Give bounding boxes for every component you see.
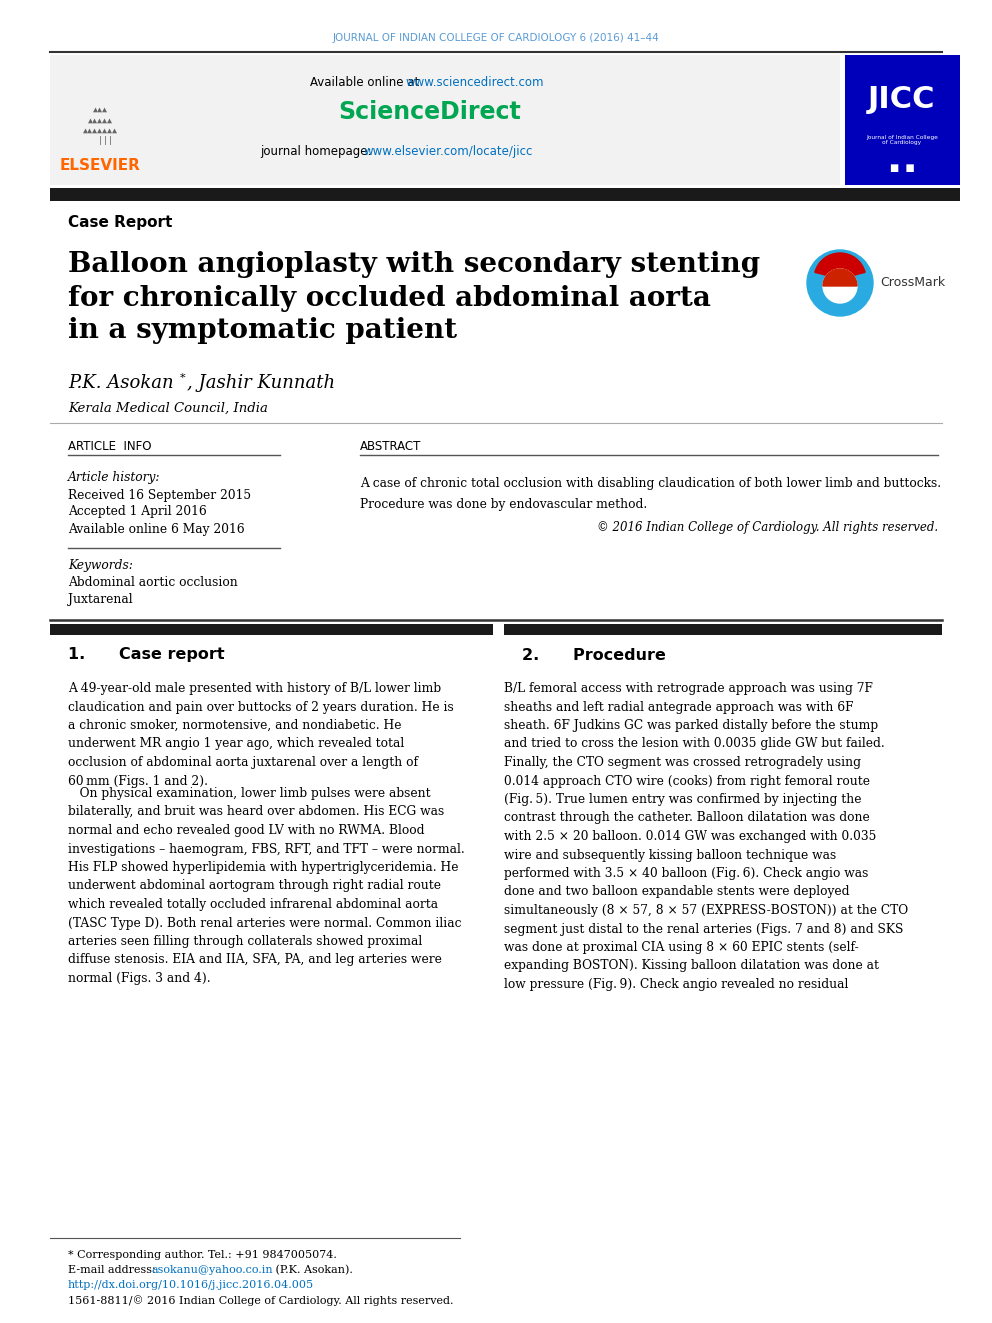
Text: Available online at: Available online at: [310, 77, 423, 90]
Text: B/L femoral access with retrograde approach was using 7F
sheaths and left radial: B/L femoral access with retrograde appro…: [504, 681, 908, 991]
Text: , Jashir Kunnath: , Jashir Kunnath: [187, 374, 335, 392]
Text: Case Report: Case Report: [68, 214, 173, 229]
Text: Juxtarenal: Juxtarenal: [68, 594, 133, 606]
Text: 2.      Procedure: 2. Procedure: [522, 647, 666, 663]
Text: Received 16 September 2015: Received 16 September 2015: [68, 488, 251, 501]
Text: JICC: JICC: [868, 86, 935, 115]
Text: http://dx.doi.org/10.1016/j.jicc.2016.04.005: http://dx.doi.org/10.1016/j.jicc.2016.04…: [68, 1279, 314, 1290]
Text: P.K. Asokan: P.K. Asokan: [68, 374, 174, 392]
Text: 1.      Case report: 1. Case report: [68, 647, 224, 663]
Text: Journal of Indian College
of Cardiology: Journal of Indian College of Cardiology: [866, 135, 938, 146]
Text: asokanu@yahoo.co.in: asokanu@yahoo.co.in: [152, 1265, 274, 1275]
Text: ABSTRACT: ABSTRACT: [360, 441, 422, 454]
Circle shape: [807, 250, 873, 316]
Text: Balloon angioplasty with secondary stenting: Balloon angioplasty with secondary stent…: [68, 251, 760, 279]
Text: © 2016 Indian College of Cardiology. All rights reserved.: © 2016 Indian College of Cardiology. All…: [597, 521, 938, 534]
FancyBboxPatch shape: [50, 188, 960, 201]
Text: (P.K. Asokan).: (P.K. Asokan).: [272, 1265, 353, 1275]
Text: ELSEVIER: ELSEVIER: [60, 157, 141, 172]
Text: journal homepage:: journal homepage:: [260, 146, 375, 159]
Text: www.sciencedirect.com: www.sciencedirect.com: [405, 77, 544, 90]
Text: Procedure was done by endovascular method.: Procedure was done by endovascular metho…: [360, 497, 647, 511]
FancyBboxPatch shape: [504, 624, 942, 635]
Text: 1561-8811/© 2016 Indian College of Cardiology. All rights reserved.: 1561-8811/© 2016 Indian College of Cardi…: [68, 1295, 453, 1306]
Text: for chronically occluded abdominal aorta: for chronically occluded abdominal aorta: [68, 284, 711, 311]
Text: ARTICLE  INFO: ARTICLE INFO: [68, 441, 152, 454]
Text: * Corresponding author. Tel.: +91 9847005074.: * Corresponding author. Tel.: +91 984700…: [68, 1250, 337, 1259]
Wedge shape: [823, 269, 857, 286]
Text: A case of chronic total occlusion with disabling claudication of both lower limb: A case of chronic total occlusion with d…: [360, 478, 941, 490]
Text: Kerala Medical Council, India: Kerala Medical Council, India: [68, 401, 268, 414]
Text: A 49-year-old male presented with history of B/L lower limb
claudication and pai: A 49-year-old male presented with histor…: [68, 681, 453, 787]
FancyBboxPatch shape: [50, 624, 493, 635]
Text: Accepted 1 April 2016: Accepted 1 April 2016: [68, 505, 206, 519]
FancyBboxPatch shape: [845, 56, 960, 185]
Circle shape: [823, 269, 857, 303]
Text: in a symptomatic patient: in a symptomatic patient: [68, 318, 457, 344]
Text: Keywords:: Keywords:: [68, 558, 133, 572]
Wedge shape: [814, 253, 865, 279]
Text: Available online 6 May 2016: Available online 6 May 2016: [68, 523, 245, 536]
Text: *: *: [180, 373, 186, 382]
Text: www.elsevier.com/locate/jicc: www.elsevier.com/locate/jicc: [364, 146, 534, 159]
Text: CrossMark: CrossMark: [880, 277, 945, 290]
Text: ■  ■: ■ ■: [890, 163, 915, 173]
Text: E-mail address:: E-mail address:: [68, 1265, 160, 1275]
FancyBboxPatch shape: [50, 56, 840, 185]
Text: ▲▲▲
▲▲▲▲▲
▲▲▲▲▲▲▲
  |||: ▲▲▲ ▲▲▲▲▲ ▲▲▲▲▲▲▲ |||: [82, 105, 117, 146]
Text: JOURNAL OF INDIAN COLLEGE OF CARDIOLOGY 6 (2016) 41–44: JOURNAL OF INDIAN COLLEGE OF CARDIOLOGY …: [332, 33, 660, 44]
Text: ScienceDirect: ScienceDirect: [338, 101, 522, 124]
Text: Abdominal aortic occlusion: Abdominal aortic occlusion: [68, 577, 238, 590]
Text: On physical examination, lower limb pulses were absent
bilaterally, and bruit wa: On physical examination, lower limb puls…: [68, 787, 464, 986]
Text: Article history:: Article history:: [68, 471, 161, 483]
